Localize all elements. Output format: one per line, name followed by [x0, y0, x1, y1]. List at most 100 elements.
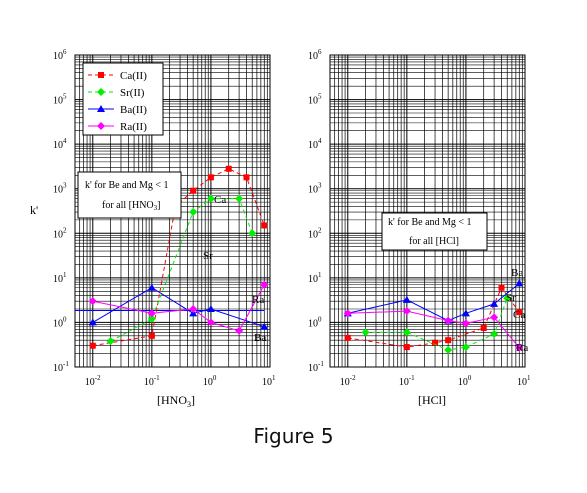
y-tick-label: 101	[308, 271, 322, 285]
data-point-ra	[343, 309, 352, 318]
legend-entries: Ca(II) Sr(II) Ba(II) Ra(II)	[88, 70, 147, 133]
y-tick-label: 103	[53, 182, 67, 196]
legend-marker	[98, 72, 104, 78]
legend-label: Sr(II)	[120, 87, 145, 99]
series-line-ra	[92, 284, 265, 332]
series-label-ca: Ca	[513, 309, 525, 321]
data-point-ca	[498, 284, 505, 291]
legend-marker	[97, 122, 105, 130]
data-point-sr	[189, 208, 198, 217]
y-tick-labels: 10-1 100 101 102 103 104 105 106	[53, 48, 69, 374]
data-point-ba	[515, 279, 524, 287]
annotation-line-1: k' for Be and Mg < 1	[388, 217, 472, 228]
x-tick-label: 101	[262, 374, 276, 388]
series-label-sr: Sr	[203, 250, 213, 262]
data-point-sr	[461, 343, 470, 352]
data-point-sr	[444, 346, 453, 355]
y-tick-labels: 10-1 100 101 102 103 104 105 106	[308, 48, 324, 374]
y-tick-label: 104	[53, 137, 67, 151]
data-point-ca	[148, 332, 155, 339]
data-point-sr	[402, 328, 411, 337]
series-label-ca: Ca	[214, 194, 226, 206]
chart-panel-hno3: 10-1 100 101 102 103 104 105 106 10-2 10-1 100 101…	[30, 48, 276, 409]
series-line-sr	[110, 198, 253, 342]
data-point-ca	[89, 342, 96, 349]
data-point-ca	[403, 344, 410, 351]
x-tick-label: 10-1	[144, 374, 160, 388]
y-tick-label: 10-1	[308, 360, 324, 374]
data-point-ra	[235, 326, 244, 335]
data-point-ca	[261, 222, 268, 229]
y-tick-label: 106	[308, 48, 322, 62]
x-tick-label: 10-2	[340, 374, 356, 388]
data-point-ba	[490, 299, 499, 307]
legend-label: Ra(II)	[120, 121, 147, 133]
legend-marker	[97, 88, 105, 96]
annotation-frame	[77, 171, 182, 219]
annotation-line-1: k' for Be and Mg < 1	[85, 180, 169, 191]
data-point-ba	[260, 322, 269, 330]
series-layer	[88, 165, 269, 349]
data-point-ra	[189, 305, 198, 314]
figure-canvas: 10-1 100 101 102 103 104 105 106 10-2 10-1 100 101…	[30, 48, 531, 409]
data-point-ra	[260, 280, 269, 289]
data-point-sr	[503, 294, 512, 303]
x-tick-label: 101	[517, 374, 531, 388]
data-point-ra	[402, 307, 411, 316]
data-point-sr	[106, 337, 115, 346]
data-point-ca	[516, 309, 523, 316]
x-tick-label: 100	[203, 374, 217, 388]
data-point-ca	[344, 334, 351, 341]
data-point-ba	[88, 318, 97, 326]
annotation-line-2: for all [HNO3]	[102, 200, 161, 212]
data-point-ba	[402, 295, 411, 303]
figure-caption: Figure 5	[253, 424, 334, 448]
y-tick-label: 105	[308, 93, 322, 107]
x-axis-label: [HNO3]	[157, 393, 195, 409]
x-axis-label: [HCl]	[418, 393, 446, 407]
annotation-frame	[381, 212, 488, 251]
legend-label: Ca(II)	[120, 70, 147, 82]
series-line-ra	[347, 310, 520, 349]
y-tick-label: 101	[53, 271, 67, 285]
data-point-ca	[445, 337, 452, 344]
series-label-ra: Ra	[252, 294, 264, 306]
y-tick-label: 106	[53, 48, 67, 62]
series-end-labels: Ca Sr Ba Ra	[203, 194, 266, 344]
data-point-ca	[243, 174, 250, 181]
series-end-labels: Ca Sr Ba Ra	[506, 267, 528, 354]
data-point-sr	[147, 314, 156, 323]
data-point-ca	[190, 187, 197, 194]
series-label-ba: Ba	[254, 332, 266, 344]
data-point-ca	[207, 174, 214, 181]
data-point-sr	[248, 229, 257, 238]
data-point-ca	[480, 324, 487, 331]
chart-panel-hcl: 10-1 100 101 102 103 104 105 106 10-2 10-1 100 101…	[308, 48, 531, 407]
data-point-ba	[147, 283, 156, 291]
series-layer	[343, 279, 524, 355]
data-point-ra	[461, 319, 470, 328]
y-tick-label: 102	[308, 226, 322, 240]
y-tick-label: 102	[53, 226, 67, 240]
annotation-line-2: for all [HCl]	[409, 236, 459, 247]
data-point-sr	[235, 194, 244, 203]
data-point-ra	[444, 316, 453, 325]
data-point-ra	[147, 309, 156, 318]
y-tick-label: 103	[308, 182, 322, 196]
y-tick-label: 10-1	[53, 360, 69, 374]
legend: Ca(II) Sr(II) Ba(II) Ra(II)	[82, 62, 164, 136]
series-label-ra: Ra	[516, 342, 528, 354]
legend-marker	[97, 105, 105, 112]
y-tick-label: 100	[53, 315, 67, 329]
series-line-ba	[347, 283, 520, 322]
data-point-sr	[206, 194, 215, 203]
x-tick-label: 100	[458, 374, 472, 388]
annotation-box: k' for Be and Mg < 1 for all [HNO3]	[77, 171, 182, 219]
x-tick-labels: 10-2 10-1 100 101	[85, 374, 276, 388]
data-point-ba	[461, 309, 470, 317]
data-point-ca	[225, 165, 232, 172]
y-tick-label: 104	[308, 137, 322, 151]
series-label-sr: Sr	[506, 292, 516, 304]
y-tick-label: 100	[308, 315, 322, 329]
data-point-ra	[515, 343, 524, 352]
